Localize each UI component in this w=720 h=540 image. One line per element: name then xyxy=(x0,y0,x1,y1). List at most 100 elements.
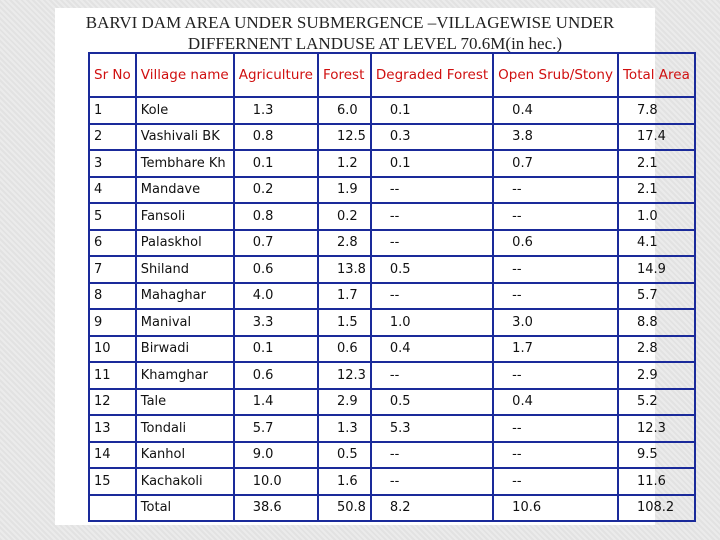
table-cell: 5.3 xyxy=(369,414,495,443)
table-cell: 3 xyxy=(88,149,137,178)
table-row: 10 Birwadi 0.1 0.6 0.4 1.7 2.8 xyxy=(88,334,696,363)
table-cell: 1.7 xyxy=(492,334,619,363)
table-cell: 10.0 xyxy=(232,467,319,496)
table-cell: 5.2 xyxy=(616,387,696,416)
total-cell: Total xyxy=(134,493,235,522)
table-cell: 0.6 xyxy=(232,255,319,284)
table-cell: -- xyxy=(492,175,619,204)
table-cell: -- xyxy=(369,467,495,496)
table-cell: 0.5 xyxy=(316,440,372,469)
table-cell: 17.4 xyxy=(616,122,696,151)
table-cell: 1.3 xyxy=(316,414,372,443)
table-cell: 3.0 xyxy=(492,308,619,337)
table-cell: Kole xyxy=(134,96,235,125)
table-cell: 5.7 xyxy=(616,281,696,310)
table-row: 12 Tale 1.4 2.9 0.5 0.4 5.2 xyxy=(88,387,696,416)
table-cell: 2.9 xyxy=(316,387,372,416)
title-line: BARVI DAM AREA UNDER SUBMERGENCE –VILLAG… xyxy=(85,13,615,32)
table-cell: 12.3 xyxy=(616,414,696,443)
landuse-table: Sr No Village name Agriculture Forest Degrad… xyxy=(88,52,696,522)
table-cell: 0.2 xyxy=(316,202,372,231)
table-cell: 6 xyxy=(88,228,137,257)
table-cell: 13 xyxy=(88,414,137,443)
header-cell: Open Srub/Stony xyxy=(492,52,619,98)
table-cell: 10 xyxy=(88,334,137,363)
table-row: 5 Fansoli 0.8 0.2 -- -- 1.0 xyxy=(88,202,696,231)
table-cell: 8.8 xyxy=(616,308,696,337)
table-cell: 0.5 xyxy=(369,255,495,284)
slide: BARVI DAM AREA UNDER SUBMERGENCE –VILLAG… xyxy=(55,8,696,525)
table-row: 1 Kole 1.3 6.0 0.1 0.4 7.8 xyxy=(88,96,696,125)
table-cell: 0.1 xyxy=(369,149,495,178)
table-row: 13 Tondali 5.7 1.3 5.3 -- 12.3 xyxy=(88,414,696,443)
table-cell: 1.9 xyxy=(316,175,372,204)
table-cell: Kanhol xyxy=(134,440,235,469)
header-cell: Forest xyxy=(316,52,372,98)
table-cell: -- xyxy=(492,440,619,469)
table-cell: 0.8 xyxy=(232,202,319,231)
table-cell: 2.8 xyxy=(616,334,696,363)
table-cell: Tondali xyxy=(134,414,235,443)
table-cell: 1.2 xyxy=(316,149,372,178)
table-cell: 0.4 xyxy=(492,387,619,416)
table-cell: 2.1 xyxy=(616,149,696,178)
table-cell: 1.7 xyxy=(316,281,372,310)
table-cell: 1.4 xyxy=(232,387,319,416)
table-cell: 0.1 xyxy=(232,149,319,178)
total-cell: 8.2 xyxy=(369,493,495,522)
table-cell: -- xyxy=(369,361,495,390)
table-cell: -- xyxy=(492,414,619,443)
table-cell: -- xyxy=(492,361,619,390)
table-cell: -- xyxy=(492,281,619,310)
table-cell: Vashivali BK xyxy=(134,122,235,151)
table-cell: 5 xyxy=(88,202,137,231)
table-cell: -- xyxy=(492,255,619,284)
table-cell: 12.3 xyxy=(316,361,372,390)
table-cell: 1.0 xyxy=(616,202,696,231)
table-cell: Mahaghar xyxy=(134,281,235,310)
table-cell: 0.8 xyxy=(232,122,319,151)
table-cell: -- xyxy=(369,202,495,231)
table-cell: 4.0 xyxy=(232,281,319,310)
table-cell: Tale xyxy=(134,387,235,416)
table-cell: 2.8 xyxy=(316,228,372,257)
total-cell: 50.8 xyxy=(316,493,372,522)
table-cell: 9.5 xyxy=(616,440,696,469)
table-cell: 0.1 xyxy=(232,334,319,363)
table-cell: Shiland xyxy=(134,255,235,284)
table-cell: 9 xyxy=(88,308,137,337)
title-line: DIFFERNENT LANDUSE AT LEVEL 70.6M(in hec… xyxy=(187,34,563,53)
header-cell: Degraded Forest xyxy=(369,52,495,98)
table-cell: -- xyxy=(492,202,619,231)
table-cell: Mandave xyxy=(134,175,235,204)
table-row: 9 Manival 3.3 1.5 1.0 3.0 8.8 xyxy=(88,308,696,337)
table-cell: 0.4 xyxy=(492,96,619,125)
header-cell: Agriculture xyxy=(232,52,319,98)
table-cell: 14 xyxy=(88,440,137,469)
table-cell: 14.9 xyxy=(616,255,696,284)
table-cell: -- xyxy=(369,228,495,257)
table-row: 6 Palaskhol 0.7 2.8 -- 0.6 4.1 xyxy=(88,228,696,257)
header-cell: Village name xyxy=(134,52,235,98)
table-cell: 7.8 xyxy=(616,96,696,125)
total-cell: 108.2 xyxy=(616,493,696,522)
table-cell: 1.3 xyxy=(232,96,319,125)
table-cell: Fansoli xyxy=(134,202,235,231)
table-cell: -- xyxy=(369,281,495,310)
table-row: 11 Khamghar 0.6 12.3 -- -- 2.9 xyxy=(88,361,696,390)
table-cell: 3.3 xyxy=(232,308,319,337)
table-cell: Manival xyxy=(134,308,235,337)
table-cell: 0.2 xyxy=(232,175,319,204)
table-cell: 0.7 xyxy=(492,149,619,178)
table-cell: 0.6 xyxy=(232,361,319,390)
table-row: 7 Shiland 0.6 13.8 0.5 -- 14.9 xyxy=(88,255,696,284)
table-cell: 7 xyxy=(88,255,137,284)
table-row: 4 Mandave 0.2 1.9 -- -- 2.1 xyxy=(88,175,696,204)
table-cell: 12 xyxy=(88,387,137,416)
table-cell: 0.6 xyxy=(492,228,619,257)
table-cell: -- xyxy=(492,467,619,496)
table-cell: 4.1 xyxy=(616,228,696,257)
table-cell: 1.5 xyxy=(316,308,372,337)
table-cell: Kachakoli xyxy=(134,467,235,496)
